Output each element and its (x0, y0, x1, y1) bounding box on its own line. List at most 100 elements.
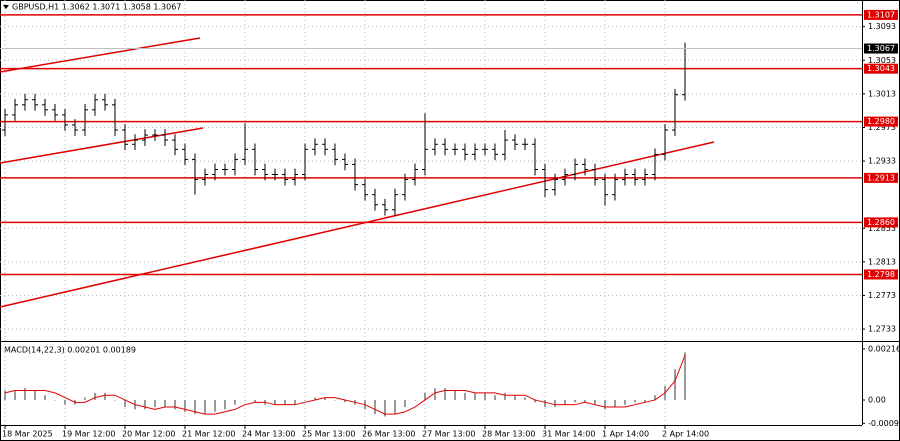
histogram-bar (644, 399, 646, 403)
y-tick-label: 1.2813 (868, 257, 896, 266)
histogram-bar (684, 352, 686, 400)
histogram-bar (534, 399, 536, 403)
histogram-bar (614, 399, 616, 408)
histogram-bar (484, 392, 486, 400)
histogram-bar (384, 399, 386, 417)
y-tick-label: 0.00216 (868, 344, 900, 353)
histogram-bar (244, 399, 246, 401)
level-label-box (864, 9, 898, 20)
histogram-bar (634, 399, 636, 403)
histogram-bar (554, 399, 556, 408)
histogram-bar (214, 399, 216, 412)
x-tick-label: 28 Mar 13:00 (482, 430, 535, 439)
x-tick-label: 2 Apr 14:00 (662, 430, 709, 439)
histogram-bar (254, 399, 256, 403)
signal-line (4, 355, 686, 415)
histogram-bar (94, 392, 96, 400)
level-label: 1.2860 (867, 218, 895, 227)
x-tick-label: 21 Mar 12:00 (182, 430, 235, 439)
histogram-bar (284, 399, 286, 405)
histogram-bar (164, 399, 166, 408)
y-tick-label: 1.3093 (868, 22, 896, 31)
y-tick-label: 1.2933 (868, 157, 896, 166)
level-label-box (864, 172, 898, 183)
x-tick-label: 18 Mar 2025 (2, 430, 53, 439)
histogram-bar (314, 397, 316, 400)
y-tick-label: 1.3013 (868, 89, 896, 98)
level-label: 1.2980 (867, 117, 895, 126)
x-tick-label: 19 Mar 12:00 (62, 430, 115, 439)
histogram-bar (84, 397, 86, 400)
x-tick-label: 27 Mar 13:00 (422, 430, 475, 439)
x-tick-label: 24 Mar 13:00 (242, 430, 295, 439)
histogram-bar (54, 399, 56, 401)
y-tick-label: 1.2853 (868, 224, 896, 233)
last-price-box (864, 43, 898, 54)
x-tick-label: 1 Apr 14:00 (602, 430, 649, 439)
y-tick-label: 1.3053 (868, 56, 896, 65)
histogram-bar (504, 392, 506, 400)
histogram-bar (444, 388, 446, 400)
histogram-bar (544, 399, 546, 408)
histogram-bar (274, 399, 276, 405)
histogram-bar (424, 392, 426, 400)
histogram-bar (114, 399, 116, 401)
y-tick-label: -0.00099 (868, 419, 900, 428)
histogram-bar (194, 399, 196, 415)
histogram-bar (494, 395, 496, 400)
histogram-bar (654, 395, 656, 400)
histogram-bar (34, 390, 36, 400)
histogram-bar (434, 388, 436, 400)
level-label: 1.2798 (867, 270, 895, 279)
histogram-bar (624, 399, 626, 405)
histogram-bar (104, 392, 106, 400)
histogram-bar (234, 399, 236, 405)
x-tick-label: 20 Mar 12:00 (122, 430, 175, 439)
trend-line (0, 127, 204, 164)
histogram-bar (14, 390, 16, 400)
histogram-bar (344, 399, 346, 403)
y-tick-label: 0.00 (868, 395, 886, 404)
histogram-bar (374, 399, 376, 415)
histogram-bar (144, 399, 146, 410)
histogram-bar (4, 390, 6, 400)
histogram-bar (324, 397, 326, 400)
histogram-bar (454, 390, 456, 400)
symbol-menu-arrow[interactable] (3, 5, 9, 9)
histogram-bar (294, 399, 296, 405)
histogram-bar (524, 397, 526, 400)
histogram-bar (334, 399, 336, 401)
last-price-label: 1.3067 (867, 44, 895, 53)
level-label-box (864, 116, 898, 127)
level-label-box (864, 269, 898, 280)
y-tick-label: 1.2733 (868, 325, 896, 334)
x-tick-label: 26 Mar 13:00 (362, 430, 415, 439)
histogram-bar (604, 399, 606, 410)
x-tick-label: 31 Mar 14:00 (542, 430, 595, 439)
histogram-bar (184, 399, 186, 412)
price-bars (2, 42, 688, 216)
indicator-title: MACD(14,22,3) 0.00201 0.00189 (4, 346, 136, 355)
x-tick-label: 25 Mar 13:00 (302, 430, 355, 439)
histogram-bar (64, 399, 66, 405)
histogram-bar (674, 369, 676, 400)
level-label: 1.3107 (867, 10, 895, 19)
level-label: 1.2913 (867, 173, 895, 182)
histogram-bar (594, 399, 596, 405)
y-tick-label: 1.2973 (868, 123, 896, 132)
histogram-bar (44, 395, 46, 400)
histogram-bar (574, 399, 576, 403)
histogram-bar (224, 399, 226, 410)
histogram-bar (24, 388, 26, 400)
histogram-bar (564, 399, 566, 405)
trend-line (0, 37, 201, 73)
histogram-bar (464, 392, 466, 400)
histogram-bar (124, 399, 126, 408)
histogram-bar (514, 395, 516, 400)
histogram-bar (154, 399, 156, 408)
histogram-bar (414, 399, 416, 401)
histogram-bar (394, 399, 396, 415)
chart-title: GBPUSD,H1 1.3062 1.3071 1.3058 1.3067 (12, 3, 181, 12)
